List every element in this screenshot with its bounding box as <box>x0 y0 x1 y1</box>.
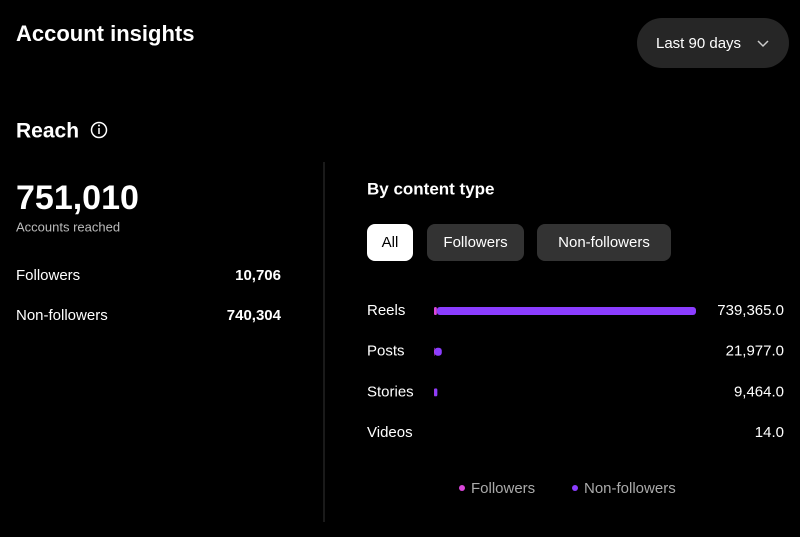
period-dropdown[interactable] <box>637 18 789 68</box>
filter-tab[interactable] <box>427 224 524 261</box>
filter-tab[interactable] <box>537 224 671 261</box>
reach-title: Reach <box>16 120 79 143</box>
filter-tab-active[interactable] <box>367 224 413 261</box>
chevron <box>757 40 769 48</box>
page-title: Account insights <box>16 21 194 46</box>
bar-segment <box>436 307 696 315</box>
bar-segment <box>434 347 435 356</box>
value-label: 14.0 <box>755 424 784 441</box>
category-label: Reels <box>367 302 405 319</box>
bar-segment <box>434 347 442 356</box>
filter-tab-label: Non-followers <box>558 234 650 251</box>
period-label: Last 90 days <box>656 35 741 52</box>
legend-dot <box>572 485 578 491</box>
value-label: 9,464.0 <box>734 383 784 400</box>
legend-label: Non-followers <box>584 480 676 497</box>
info-icon-dot <box>98 124 100 127</box>
bar-segment <box>434 388 438 397</box>
category-label: Videos <box>367 424 413 441</box>
category-label: Stories <box>367 383 414 400</box>
filter-tab-label: All <box>382 234 399 251</box>
value-label: 739,365.0 <box>717 302 784 319</box>
reach-row-value: 10,706 <box>235 267 281 284</box>
value-label: 21,977.0 <box>726 343 784 360</box>
info-icon[interactable] <box>90 121 108 139</box>
legend-label: Followers <box>471 480 535 497</box>
reach-total: 751,010 <box>16 179 139 217</box>
category-label: Posts <box>367 343 405 360</box>
bar-segment <box>434 307 437 315</box>
legend-dot <box>459 485 465 491</box>
chart-title: By content type <box>367 179 495 198</box>
reach-row-value: 740,304 <box>227 307 282 324</box>
reach-caption: Accounts reached <box>16 219 120 234</box>
reach-row-label: Followers <box>16 267 80 284</box>
reach-row-label: Non-followers <box>16 307 108 324</box>
filter-tab-label: Followers <box>443 234 507 251</box>
